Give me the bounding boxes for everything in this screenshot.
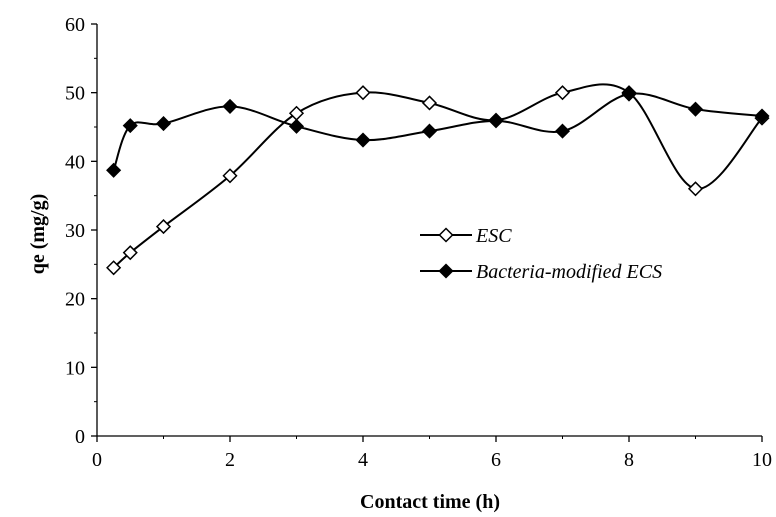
data-point bbox=[554, 123, 571, 139]
x-tick-label: 0 bbox=[92, 449, 102, 471]
data-point bbox=[106, 260, 122, 276]
y-tick-label: 60 bbox=[65, 14, 85, 36]
data-point bbox=[222, 168, 238, 184]
y-tick-label: 20 bbox=[65, 289, 85, 311]
legend-entry-1: ESC bbox=[420, 225, 512, 247]
data-point bbox=[122, 118, 138, 134]
series-line bbox=[112, 83, 763, 269]
x-axis-title: Contact time (h) bbox=[360, 491, 500, 513]
data-point bbox=[355, 132, 371, 148]
data-point bbox=[421, 123, 438, 139]
y-tick-label: 40 bbox=[65, 151, 85, 173]
legend: ESC Bacteria-modified ECS bbox=[420, 225, 662, 283]
x-tick-label: 6 bbox=[491, 449, 501, 471]
series-2 bbox=[106, 86, 770, 178]
y-axis-title: qe (mg/g) bbox=[27, 194, 49, 275]
axes: 0 10 20 30 40 50 60 0 2 4 6 8 10 bbox=[65, 14, 772, 471]
data-point bbox=[122, 245, 138, 261]
legend-label: ESC bbox=[475, 225, 512, 247]
data-point bbox=[488, 113, 504, 129]
data-point bbox=[554, 85, 571, 101]
legend-marker bbox=[438, 227, 454, 243]
x-tick-label: 2 bbox=[225, 449, 235, 471]
data-point bbox=[421, 95, 438, 111]
data-point bbox=[155, 116, 172, 132]
y-tick-label: 10 bbox=[65, 357, 85, 379]
data-point bbox=[754, 108, 770, 124]
data-point bbox=[621, 86, 637, 102]
x-tick-label: 8 bbox=[624, 449, 634, 471]
x-tick-label: 10 bbox=[752, 449, 772, 471]
data-point bbox=[106, 162, 122, 178]
data-point bbox=[288, 105, 305, 121]
series-1 bbox=[106, 83, 770, 276]
y-tick-label: 30 bbox=[65, 220, 85, 242]
data-point bbox=[155, 219, 172, 235]
data-point bbox=[355, 85, 371, 101]
x-tick-label: 4 bbox=[358, 449, 368, 471]
y-tick-label: 0 bbox=[75, 426, 85, 448]
series-layer bbox=[106, 83, 770, 276]
data-point bbox=[288, 118, 305, 134]
legend-entry-2: Bacteria-modified ECS bbox=[420, 261, 662, 283]
legend-label: Bacteria-modified ECS bbox=[476, 261, 662, 283]
legend-marker bbox=[438, 263, 454, 279]
y-tick-label: 50 bbox=[65, 83, 85, 105]
data-point bbox=[687, 101, 704, 117]
data-point bbox=[687, 181, 704, 197]
data-point bbox=[222, 98, 238, 114]
